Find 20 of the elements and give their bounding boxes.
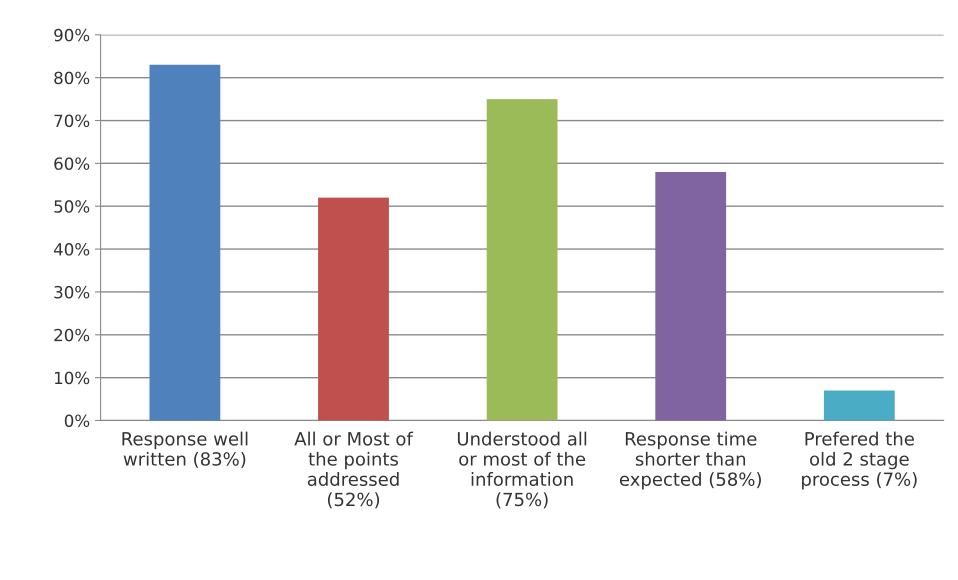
bar bbox=[318, 198, 389, 420]
bar bbox=[655, 172, 726, 420]
y-tick-label: 50% bbox=[54, 200, 90, 213]
y-tick-label: 40% bbox=[54, 243, 90, 256]
x-tick-label: Understood all or most of the information (75%) bbox=[458, 432, 586, 508]
y-tick-label: 90% bbox=[54, 28, 90, 42]
bar bbox=[149, 64, 220, 420]
x-tick-label: All or Most of the points addressed (52%) bbox=[294, 432, 414, 508]
bar bbox=[824, 390, 895, 420]
x-tick-label: Response time shorter than expected (58%) bbox=[620, 432, 761, 490]
x-tick-label: Response well written (83%) bbox=[122, 432, 248, 468]
y-tick-label: 0% bbox=[64, 414, 90, 428]
x-tick-label: Prefered the old 2 stage process (7%) bbox=[802, 432, 917, 490]
y-tick-label: 60% bbox=[54, 157, 90, 170]
y-tick-label: 20% bbox=[54, 328, 90, 342]
bar bbox=[486, 99, 558, 420]
y-tick-label: 30% bbox=[54, 286, 90, 298]
y-tick-label: 10% bbox=[54, 372, 90, 384]
y-tick-label: 80% bbox=[54, 72, 90, 84]
y-tick-label: 70% bbox=[54, 114, 90, 128]
